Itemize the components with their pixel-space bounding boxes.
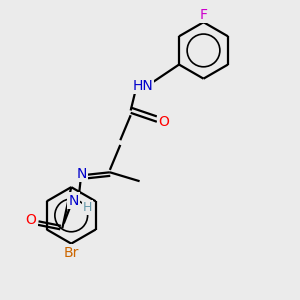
Text: F: F <box>200 8 208 22</box>
Text: O: O <box>158 115 169 129</box>
Text: O: O <box>26 213 37 227</box>
Text: N: N <box>76 167 87 181</box>
Text: Br: Br <box>64 245 79 260</box>
Text: HN: HN <box>132 79 153 93</box>
Text: N: N <box>68 194 79 208</box>
Text: H: H <box>83 202 92 214</box>
